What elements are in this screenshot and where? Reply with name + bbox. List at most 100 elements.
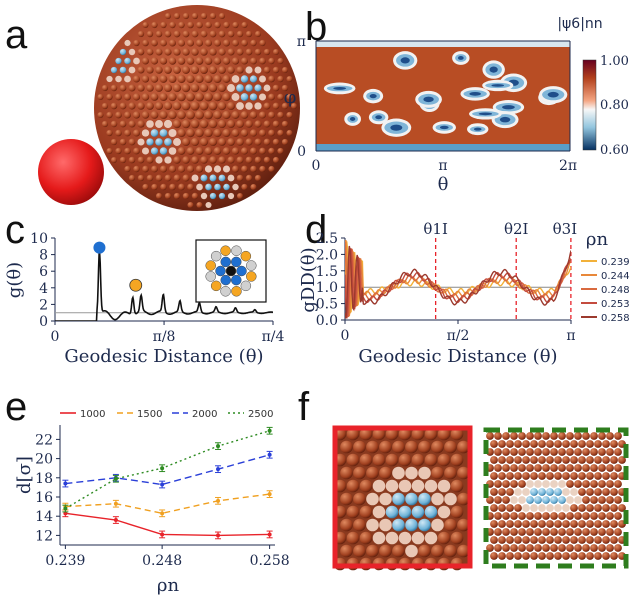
sphere-bead bbox=[245, 30, 253, 38]
sphere-bead bbox=[200, 30, 208, 38]
closeup-particle bbox=[530, 504, 538, 512]
closeup-particle bbox=[578, 536, 586, 544]
c-y-tick-label: 0 bbox=[39, 314, 48, 330]
sphere-bead bbox=[97, 111, 104, 119]
sphere-bead bbox=[168, 75, 177, 83]
panel-e-plot: 12 14 16 18 20 22 0.239 0.248 0.258 bbox=[35, 425, 290, 569]
sphere-bead bbox=[110, 156, 118, 164]
e-legend-label: 2000 bbox=[192, 409, 217, 420]
sphere-bead bbox=[146, 138, 154, 146]
e-data-point bbox=[160, 482, 165, 487]
e-y-tick-label: 18 bbox=[35, 471, 53, 487]
sphere-bead bbox=[133, 165, 140, 173]
sphere-bead bbox=[159, 75, 168, 83]
closeup-particle bbox=[518, 544, 526, 552]
sphere-bead bbox=[132, 75, 141, 83]
sphere-bead bbox=[146, 102, 154, 110]
closeup-particle bbox=[502, 512, 510, 520]
closeup-particle bbox=[566, 432, 574, 440]
closeup-particle bbox=[538, 504, 546, 512]
closeup-particle bbox=[366, 518, 379, 532]
sphere-bead bbox=[146, 30, 154, 38]
closeup-particle bbox=[498, 552, 506, 560]
closeup-particle bbox=[506, 504, 514, 512]
e-data-point bbox=[160, 511, 165, 516]
inset-particle bbox=[220, 274, 231, 286]
closeup-particle bbox=[606, 496, 614, 504]
sphere-bead bbox=[204, 57, 213, 65]
closeup-particle bbox=[574, 464, 582, 472]
closeup-particle bbox=[594, 536, 602, 544]
sphere-bead bbox=[159, 147, 168, 155]
sphere-bead bbox=[155, 66, 163, 74]
inset-particle bbox=[246, 260, 257, 271]
closeup-particle bbox=[359, 505, 373, 519]
closeup-particle bbox=[366, 544, 379, 558]
sphere-bead bbox=[101, 84, 109, 92]
d-series-line bbox=[345, 245, 571, 319]
sphere-bead bbox=[209, 156, 217, 164]
sphere-bead bbox=[240, 147, 249, 155]
e-data-point bbox=[216, 444, 221, 449]
sphere-bead bbox=[164, 174, 172, 182]
sphere-bead bbox=[250, 39, 257, 47]
c-first-neighbor-marker bbox=[93, 241, 106, 254]
closeup-particle bbox=[486, 496, 494, 504]
sphere-bead bbox=[132, 129, 141, 137]
closeup-particle bbox=[372, 531, 386, 545]
sphere-bead bbox=[110, 84, 118, 92]
closeup-particle bbox=[405, 544, 418, 558]
sphere-bead bbox=[213, 128, 222, 138]
closeup-particle bbox=[530, 440, 538, 448]
closeup-particle bbox=[431, 440, 444, 454]
inset-particle bbox=[215, 265, 226, 277]
closeup-particle bbox=[444, 518, 457, 532]
sphere-bead bbox=[213, 165, 222, 173]
closeup-particle bbox=[606, 448, 614, 456]
closeup-particle bbox=[418, 440, 431, 454]
sphere-bead bbox=[146, 174, 154, 182]
sphere-bead bbox=[232, 21, 239, 29]
sphere-bead bbox=[155, 138, 163, 146]
closeup-particle bbox=[514, 520, 522, 528]
closeup-particle bbox=[578, 488, 586, 496]
sphere-bead bbox=[222, 110, 231, 120]
closeup-particle bbox=[562, 472, 570, 480]
sphere-bead bbox=[119, 120, 127, 128]
closeup-particle bbox=[562, 536, 570, 544]
closeup-particle bbox=[538, 536, 546, 544]
sphere-bead bbox=[209, 48, 217, 56]
closeup-particle bbox=[550, 448, 558, 456]
closeup-particle bbox=[570, 536, 578, 544]
c-y-tick-label: 2 bbox=[39, 297, 48, 313]
sphere-bead bbox=[236, 192, 244, 200]
sphere-bead bbox=[182, 192, 190, 200]
sphere-bead bbox=[281, 138, 289, 146]
sphere-bead bbox=[187, 183, 194, 191]
e-series-line bbox=[65, 454, 270, 486]
sphere-bead bbox=[227, 30, 235, 38]
closeup-particle bbox=[437, 453, 451, 467]
inset-particle bbox=[246, 271, 257, 282]
sphere-bead bbox=[182, 66, 190, 74]
sphere-bead bbox=[240, 93, 249, 101]
sphere-bead bbox=[177, 128, 186, 138]
closeup-particle bbox=[538, 520, 546, 528]
inset-particle bbox=[205, 260, 216, 271]
closeup-particle bbox=[340, 544, 353, 558]
closeup-particle bbox=[418, 544, 431, 558]
closeup-particle bbox=[444, 440, 457, 454]
sphere-bead bbox=[163, 101, 173, 111]
sphere-bead bbox=[223, 39, 230, 47]
d-series-line bbox=[345, 248, 571, 319]
sphere-bead bbox=[190, 119, 200, 129]
sphere-bead bbox=[124, 57, 131, 65]
sphere-bead bbox=[168, 57, 177, 65]
closeup-particle bbox=[498, 440, 506, 448]
sphere-bead bbox=[160, 39, 167, 47]
closeup-particle bbox=[614, 512, 622, 520]
inset-particle bbox=[236, 265, 247, 277]
closeup-particle bbox=[526, 496, 534, 504]
closeup-particle bbox=[366, 440, 379, 454]
defect-core bbox=[547, 91, 559, 98]
